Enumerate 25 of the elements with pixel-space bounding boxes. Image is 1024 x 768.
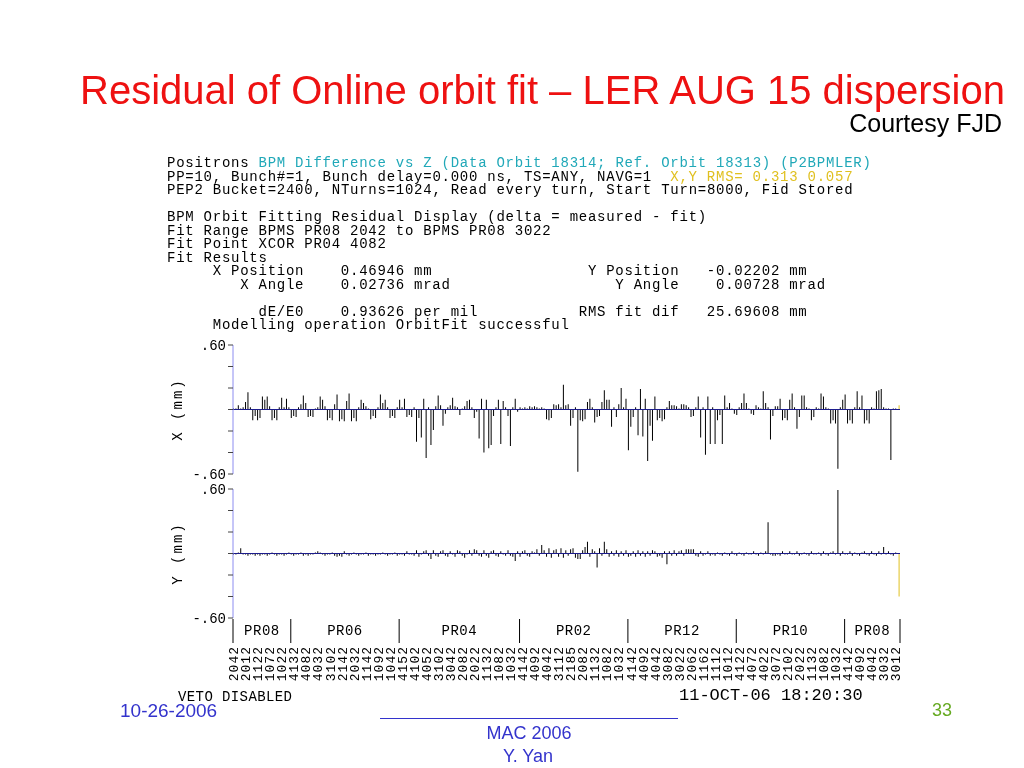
- text: PR12: [664, 623, 700, 639]
- text: Modelling operation OrbitFit successful: [212, 317, 570, 334]
- y-tick-label: .60: [200, 337, 226, 354]
- text: Positrons: [167, 155, 250, 172]
- y-tick-label: -.60: [192, 610, 226, 627]
- text: VETO DISABLED: [178, 689, 293, 705]
- text: PR10: [772, 623, 809, 639]
- text: PR08: [854, 623, 891, 639]
- y-tick-label: -.60: [192, 466, 226, 483]
- text: Y Angle: [615, 276, 680, 293]
- text: 33: [932, 700, 953, 720]
- text: 25.69608 mm: [706, 303, 808, 320]
- text: 11-OCT-06 18:20:30: [679, 685, 863, 705]
- y-axis-title: X (mm): [170, 378, 186, 441]
- text: MAC 2006: [486, 723, 572, 743]
- y-axis-title: Y (mm): [170, 522, 186, 585]
- y-tick-label: .60: [200, 481, 226, 498]
- text: RMS fit dif: [578, 303, 680, 320]
- text: Y. Yan: [502, 746, 554, 766]
- text: PR06: [327, 623, 363, 639]
- text: PR08: [244, 623, 280, 639]
- text: X Angle: [240, 276, 305, 293]
- text: PR04: [441, 623, 478, 639]
- text: PR02: [555, 623, 592, 639]
- chart-title: Residual of Online orbit fit – LER AUG 15 dispersion: [80, 68, 1005, 112]
